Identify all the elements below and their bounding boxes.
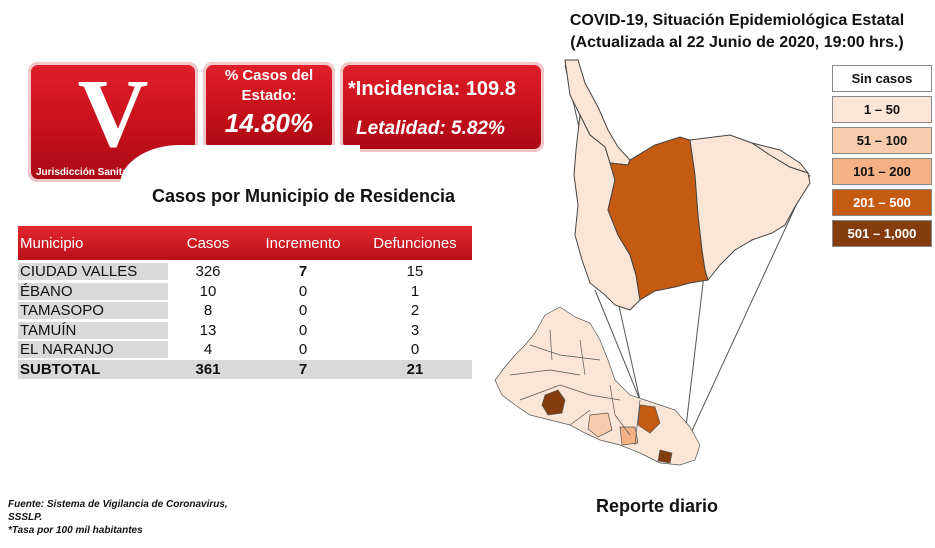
col-casos: Casos	[168, 235, 248, 252]
state-outline	[495, 307, 700, 465]
table-row: TAMASOPO 8 0 2	[18, 301, 472, 321]
col-defunciones: Defunciones	[358, 235, 472, 252]
cell-casos: 4	[168, 341, 248, 358]
legend-item: 51 – 100	[832, 127, 932, 154]
cell-casos: 361	[168, 361, 248, 378]
source-footnote: Fuente: Sistema de Vigilancia de Coronav…	[8, 498, 228, 537]
cell-municipio: TAMASOPO	[18, 302, 168, 319]
cell-defunciones: 2	[358, 302, 472, 319]
cell-municipio: SUBTOTAL	[18, 361, 168, 378]
cell-incremento: 0	[248, 341, 358, 358]
legend-item: 101 – 200	[832, 158, 932, 185]
cell-incremento: 7	[248, 361, 358, 378]
table-row: ÉBANO 10 0 1	[18, 282, 472, 302]
table-row: EL NARANJO 4 0 0	[18, 340, 472, 360]
legend-item: 201 – 500	[832, 189, 932, 216]
table-row: CIUDAD VALLES 326 7 15	[18, 262, 472, 282]
pct-value: 14.80%	[203, 108, 335, 139]
table-row: TAMUÍN 13 0 3	[18, 321, 472, 341]
cell-incremento: 0	[248, 302, 358, 319]
zoom-municipio-ebano	[690, 135, 810, 280]
cell-incremento: 0	[248, 322, 358, 339]
state-overview	[495, 307, 700, 465]
report-label: Reporte diario	[596, 496, 718, 517]
choropleth-map	[490, 55, 820, 475]
table-header: Municipio Casos Incremento Defunciones	[18, 226, 472, 260]
footnote-line3: *Tasa por 100 mil habitantes	[8, 524, 228, 537]
cell-incremento: 7	[248, 263, 358, 280]
cases-table: Municipio Casos Incremento Defunciones C…	[18, 226, 472, 379]
cell-defunciones: 3	[358, 322, 472, 339]
map-title: COVID-19, Situación Epidemiológica Estat…	[547, 10, 927, 54]
cell-defunciones: 1	[358, 283, 472, 300]
cell-casos: 8	[168, 302, 248, 319]
zoomed-jurisdiction	[565, 60, 810, 310]
pct-label: % Casos del Estado:	[203, 66, 335, 106]
cell-defunciones: 0	[358, 341, 472, 358]
cell-defunciones: 21	[358, 361, 472, 378]
footnote-line2: SSSLP.	[8, 511, 228, 524]
map-title-line2: (Actualizada al 22 Junio de 2020, 19:00 …	[547, 32, 927, 54]
cell-municipio: TAMUÍN	[18, 322, 168, 339]
map-legend: Sin casos 1 – 50 51 – 100 101 – 200 201 …	[832, 65, 932, 251]
map-title-line1: COVID-19, Situación Epidemiológica Estat…	[547, 10, 927, 32]
cell-defunciones: 15	[358, 263, 472, 280]
cell-incremento: 0	[248, 283, 358, 300]
cell-casos: 326	[168, 263, 248, 280]
cell-municipio: EL NARANJO	[18, 341, 168, 358]
legend-item: 1 – 50	[832, 96, 932, 123]
footnote-line1: Fuente: Sistema de Vigilancia de Coronav…	[8, 498, 228, 511]
legend-item: Sin casos	[832, 65, 932, 92]
cell-municipio: CIUDAD VALLES	[18, 263, 168, 280]
cell-casos: 13	[168, 322, 248, 339]
legend-item: 501 – 1,000	[832, 220, 932, 247]
col-incremento: Incremento	[248, 235, 358, 252]
table-total-row: SUBTOTAL 361 7 21	[18, 360, 472, 380]
cell-casos: 10	[168, 283, 248, 300]
section-title: Casos por Municipio de Residencia	[152, 186, 455, 207]
col-municipio: Municipio	[18, 235, 168, 252]
state-percentage-card: % Casos del Estado: 14.80%	[203, 62, 335, 152]
lethality-value: Letalidad: 5.82%	[356, 118, 505, 140]
cell-municipio: ÉBANO	[18, 283, 168, 300]
